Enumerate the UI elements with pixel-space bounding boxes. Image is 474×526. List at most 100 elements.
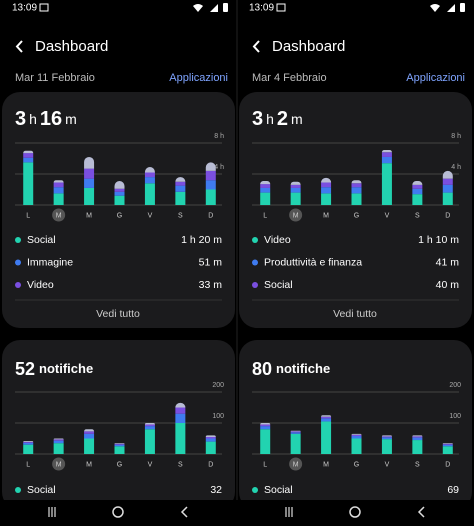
status-time: 13:09	[12, 3, 37, 14]
legend-name: Produttività e finanza	[264, 256, 362, 268]
page-title: Dashboard	[272, 38, 345, 55]
bar-segment	[442, 443, 453, 444]
date: Mar 11 Febbraio	[15, 72, 95, 84]
nav-back[interactable]	[417, 506, 425, 518]
x-tick-label: S	[178, 461, 183, 468]
bar-segment	[381, 163, 392, 205]
y-tick-label: 100	[212, 413, 224, 420]
legend-dot	[15, 237, 21, 243]
legend-dot	[15, 259, 21, 266]
bar-segment	[442, 184, 453, 193]
selected-day	[52, 457, 66, 471]
wifi-icon	[430, 4, 440, 12]
x-tick-label: S	[178, 212, 183, 219]
apps-link[interactable]: Applicazioni	[169, 72, 228, 84]
bar-segment	[114, 446, 125, 454]
x-tick-label: M	[56, 212, 62, 219]
bar-segment	[205, 170, 216, 181]
bar-segment	[351, 433, 362, 435]
bar-segment	[84, 178, 95, 188]
bar-segment	[290, 430, 301, 432]
bar-segment	[175, 407, 186, 414]
y-tick-label: 200	[212, 382, 224, 389]
bar-segment	[84, 168, 95, 179]
legend-total: 32	[210, 484, 222, 496]
usage-total-part: 3	[15, 108, 26, 130]
bar-segment	[144, 426, 155, 430]
x-tick-label: M	[86, 212, 92, 219]
bar-segment	[205, 438, 216, 442]
x-tick-label: D	[445, 212, 450, 219]
x-tick-label: G	[117, 461, 122, 468]
nav-home[interactable]	[112, 506, 124, 518]
bar-segment	[351, 436, 362, 439]
x-tick-label: M	[293, 212, 299, 219]
bar-segment	[412, 184, 423, 189]
bar-segment	[84, 431, 95, 434]
usage-total-part: m	[65, 111, 77, 127]
bar-segment	[53, 193, 64, 205]
usage-total-part: 16	[40, 108, 62, 130]
notifications-total: 52 notifiche	[15, 359, 93, 379]
legend-total: 51 m	[199, 256, 223, 268]
back-button[interactable]	[252, 40, 260, 53]
legend-name: Video	[27, 279, 54, 291]
bar-segment	[144, 183, 155, 205]
nav-bar	[237, 500, 474, 526]
bar-segment	[442, 178, 453, 185]
bar-segment	[412, 440, 423, 454]
bar-segment	[205, 441, 216, 454]
nav-home[interactable]	[349, 506, 361, 518]
bar-segment	[321, 421, 332, 454]
legend-dot	[15, 487, 21, 493]
bar-segment	[412, 188, 423, 195]
y-tick-label: 200	[449, 382, 461, 389]
battery-icon	[223, 3, 228, 12]
legend-total: 33 m	[199, 279, 223, 291]
bar-segment	[381, 156, 392, 164]
nav-back[interactable]	[180, 506, 188, 518]
x-tick-label: L	[26, 461, 30, 468]
legend-dot	[252, 237, 258, 243]
bar-segment	[53, 443, 64, 454]
selected-day	[289, 457, 303, 471]
legend-total: 41 m	[436, 256, 460, 268]
bar-segment	[114, 444, 125, 447]
x-tick-label: S	[415, 461, 420, 468]
usage-total-part: h	[29, 111, 37, 127]
bar-segment	[205, 162, 216, 171]
bar-segment	[351, 434, 362, 437]
bar-segment	[260, 187, 271, 193]
bar-segment	[175, 177, 186, 182]
x-tick-label: G	[117, 212, 122, 219]
bar-segment	[381, 152, 392, 157]
back-button[interactable]	[15, 40, 23, 53]
bar-segment	[321, 187, 332, 194]
see-all-button[interactable]: Vedi tutto	[96, 308, 140, 320]
bar-segment	[321, 193, 332, 205]
bar-segment	[114, 191, 125, 196]
legend-name: Social	[27, 484, 56, 496]
signal-icon	[447, 4, 455, 12]
bar-segment	[144, 177, 155, 184]
bar-segment	[290, 431, 301, 433]
usage-card	[2, 92, 235, 328]
bar-segment	[321, 177, 332, 183]
usage-total-part: m	[291, 111, 303, 127]
bar-segment	[321, 182, 332, 188]
bar-segment	[260, 184, 271, 188]
bar-segment	[290, 181, 301, 185]
see-all-button[interactable]: Vedi tutto	[333, 308, 377, 320]
bar-segment	[351, 180, 362, 184]
bar-segment	[23, 444, 34, 454]
selected-day	[289, 208, 303, 222]
nav-bar	[0, 500, 237, 526]
x-tick-label: M	[323, 212, 329, 219]
legend-name: Video	[264, 234, 291, 246]
x-tick-label: M	[56, 461, 62, 468]
apps-link[interactable]: Applicazioni	[406, 72, 465, 84]
bar-segment	[84, 433, 95, 439]
bar-segment	[381, 149, 392, 153]
status-icon	[276, 3, 286, 12]
